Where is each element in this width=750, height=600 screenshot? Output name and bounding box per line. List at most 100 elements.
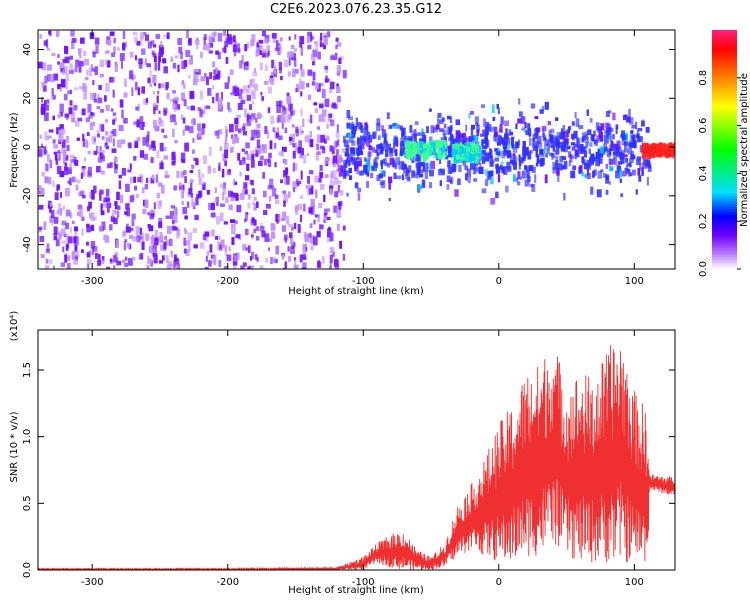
heatmap-cell (409, 125, 413, 133)
heatmap-cell (501, 137, 506, 145)
heatmap-cell (439, 180, 442, 187)
heatmap-cell (163, 155, 169, 160)
heatmap-cell (46, 243, 50, 252)
heatmap-cell (219, 212, 224, 222)
heatmap-cell (508, 129, 512, 136)
heatmap-cell (204, 266, 209, 269)
heatmap-cell (389, 157, 395, 166)
heatmap-cell (350, 130, 356, 138)
heatmap-cell (233, 255, 239, 262)
heatmap-cell (577, 144, 581, 149)
heatmap-cell (190, 182, 193, 191)
heatmap-cell (267, 107, 271, 114)
heatmap-cell (150, 178, 155, 184)
heatmap-cell (66, 135, 69, 144)
heatmap-cell (301, 267, 306, 269)
heatmap-cell (44, 75, 48, 84)
heatmap-cell (178, 186, 182, 190)
heatmap-cell (319, 224, 324, 230)
heatmap-cell (114, 252, 118, 258)
heatmap-cell (158, 221, 163, 229)
heatmap-cell (357, 144, 363, 153)
heatmap-cell (626, 162, 630, 167)
heatmap-cell (142, 121, 146, 127)
heatmap-cell (458, 139, 463, 143)
heatmap-cell (87, 166, 93, 176)
heatmap-cell (459, 144, 465, 148)
heatmap-cell (241, 148, 245, 152)
heatmap-cell (119, 99, 124, 108)
heatmap-cell (225, 57, 229, 64)
heatmap-cell (393, 172, 397, 179)
heatmap-cell (59, 62, 65, 70)
heatmap-cell (276, 127, 280, 132)
heatmap-cell (234, 87, 240, 97)
heatmap-cell (639, 145, 643, 153)
heatmap-cell (344, 170, 350, 176)
heatmap-cell (134, 55, 138, 61)
heatmap-cell (295, 68, 299, 74)
heatmap-cell (113, 217, 118, 225)
heatmap-cell (208, 260, 212, 267)
heatmap-cell (102, 200, 106, 208)
heatmap-cell (236, 114, 241, 118)
heatmap-cell (458, 164, 462, 173)
heatmap-cell (79, 37, 85, 44)
x-tick-label: 100 (625, 276, 644, 287)
heatmap-cell (605, 189, 609, 195)
heatmap-cell (78, 48, 82, 56)
heatmap-cell (615, 170, 620, 179)
heatmap-cell (531, 166, 536, 174)
heatmap-cell (273, 258, 278, 264)
heatmap-cell (301, 254, 307, 260)
heatmap-cell (188, 188, 193, 195)
heatmap-cell (366, 165, 371, 172)
heatmap-cell (43, 146, 47, 155)
heatmap-cell (207, 87, 212, 96)
heatmap-cell (641, 162, 647, 169)
heatmap-cell (469, 136, 475, 143)
heatmap-cell (658, 142, 662, 148)
heatmap-cell (568, 151, 572, 158)
heatmap-cell (99, 73, 104, 78)
heatmap-cell (180, 152, 186, 162)
heatmap-cell (323, 33, 328, 38)
heatmap-cell (348, 175, 353, 181)
heatmap-cell (153, 82, 157, 86)
heatmap-cell (40, 254, 45, 259)
heatmap-cell (363, 164, 368, 174)
heatmap-cell (524, 165, 528, 171)
heatmap-cell (447, 166, 453, 175)
heatmap-cell (158, 110, 161, 114)
heatmap-cell (52, 139, 56, 144)
heatmap-cell (416, 132, 421, 136)
heatmap-cell (310, 245, 314, 251)
heatmap-cell (271, 33, 277, 39)
heatmap-cell (295, 88, 298, 93)
heatmap-cell (271, 187, 277, 197)
heatmap-cell (606, 149, 611, 157)
heatmap-cell (649, 147, 653, 151)
heatmap-cell (66, 262, 71, 269)
heatmap-cell (212, 85, 215, 90)
heatmap-cell (40, 103, 46, 113)
heatmap-cell (63, 149, 67, 158)
heatmap-cell (426, 162, 431, 172)
heatmap-cell (309, 139, 314, 148)
heatmap-cell (225, 129, 228, 138)
heatmap-cell (121, 167, 126, 176)
heatmap-cell (192, 118, 196, 126)
heatmap-cell (297, 224, 301, 233)
heatmap-cell (144, 199, 149, 209)
heatmap-cell (163, 147, 167, 152)
heatmap-cell (257, 114, 263, 119)
heatmap-cell (234, 124, 239, 132)
heatmap-cell (574, 150, 577, 160)
heatmap-cell (557, 163, 563, 171)
heatmap-cell (113, 37, 117, 44)
heatmap-cell (452, 138, 457, 147)
heatmap-cell (174, 139, 178, 144)
heatmap-cell (343, 168, 346, 175)
heatmap-cell (664, 143, 668, 149)
heatmap-cell (260, 222, 263, 229)
